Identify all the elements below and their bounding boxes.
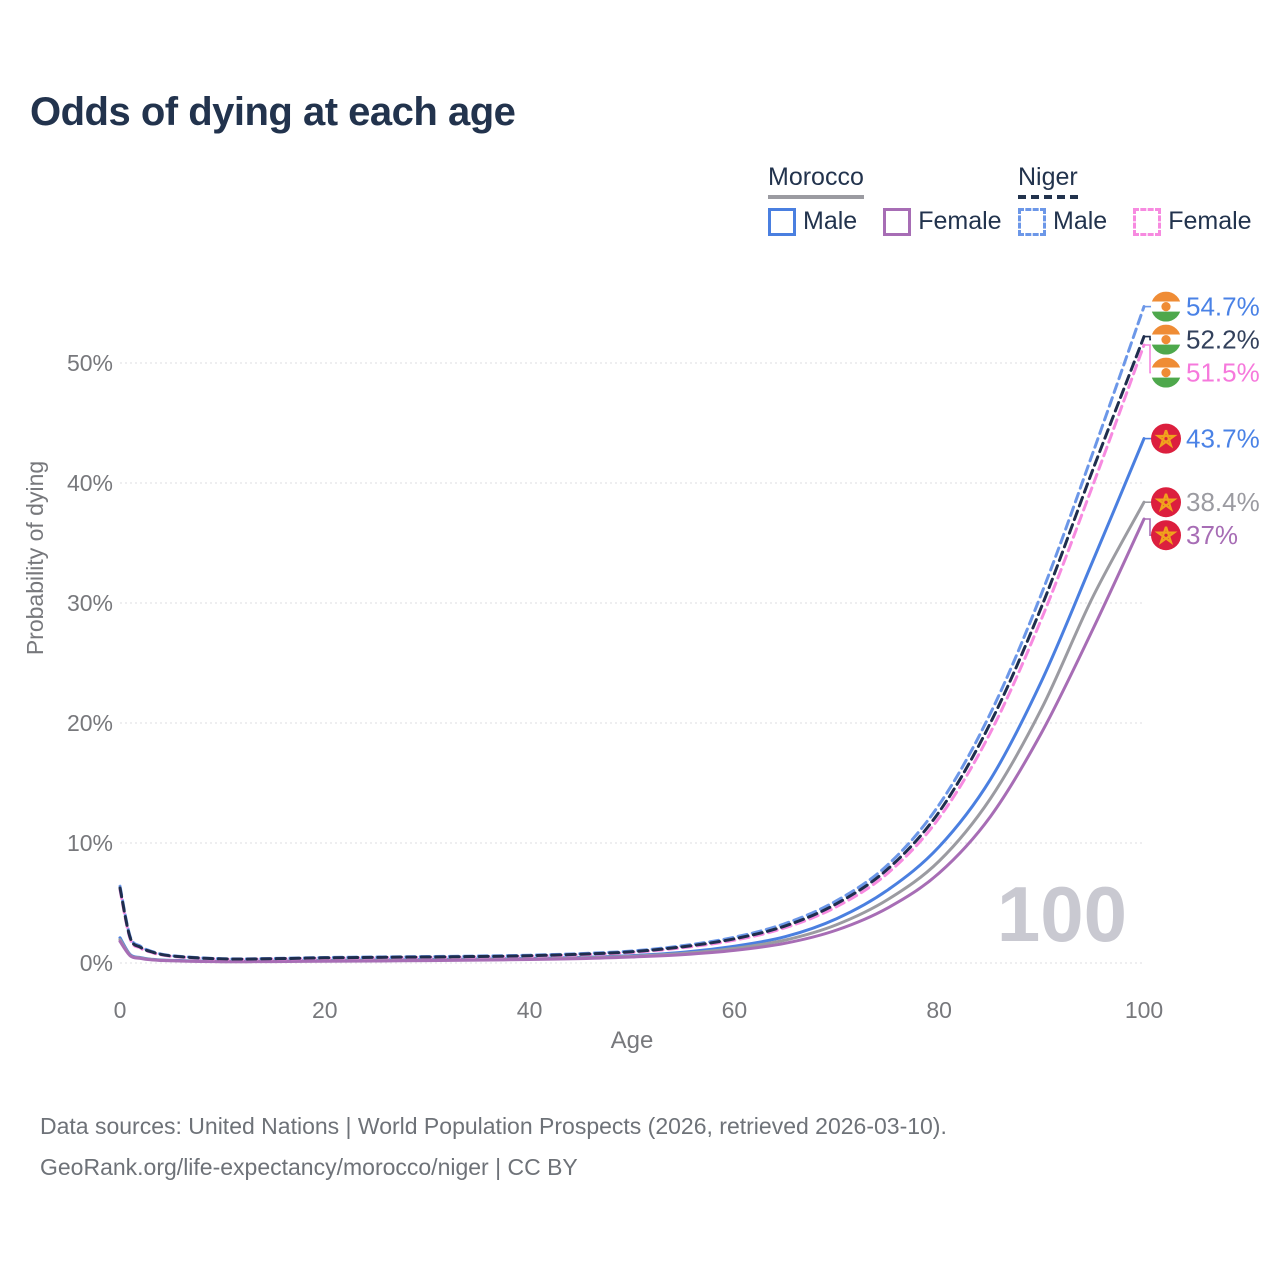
end-label-value-niger-male: 54.7% [1186,292,1260,322]
morocco-flag-icon [1151,423,1181,454]
legend-swatch-icon [768,207,796,236]
x-tick-label-0: 0 [114,997,127,1023]
page-title: Odds of dying at each age [30,90,516,134]
end-label-morocco-female: 37% [1151,520,1238,551]
y-tick-label-40: 40% [67,470,113,496]
legend-items-row: Male Female [1018,207,1252,236]
morocco-flag-icon [1151,487,1181,518]
y-tick-label-0: 0% [80,950,113,976]
end-label-morocco-both-sexes: 38.4% [1151,487,1260,518]
chart-legend: Morocco Male Female Niger Male Female [0,163,1280,243]
end-label-niger-male: 54.7% [1151,291,1260,322]
end-label-value-niger-both-sexes: 52.2% [1186,325,1260,355]
legend-group-morocco: Morocco Male Female [768,163,1002,236]
legend-group-niger: Niger Male Female [1018,163,1252,236]
source-note: Data sources: United Nations | World Pop… [40,1106,947,1188]
niger-flag-icon [1151,291,1181,322]
end-label-value-morocco-both-sexes: 38.4% [1186,487,1260,517]
y-axis-title: Probability of dying [22,461,48,655]
legend-item-label: Male [803,207,858,235]
legend-swatch-icon [883,207,912,236]
legend-item-niger-male[interactable]: Male [1018,207,1107,236]
x-axis-title: Age [611,1027,654,1054]
end-label-niger-both-sexes: 52.2% [1151,324,1260,355]
niger-flag-icon [1151,357,1181,388]
morocco-flag-icon [1151,520,1181,551]
legend-item-label: Male [1053,207,1108,235]
y-tick-label-20: 20% [67,710,113,736]
end-label-value-niger-female: 51.5% [1186,358,1260,388]
source-line-2: GeoRank.org/life-expectancy/morocco/nige… [40,1154,578,1180]
series-line-niger-male[interactable] [118,305,1146,961]
series-line-morocco-female[interactable] [118,517,1146,964]
legend-country-morocco[interactable]: Morocco [768,163,864,199]
niger-flag-icon [1151,324,1181,355]
series-line-morocco-male[interactable] [118,437,1146,963]
legend-country-niger[interactable]: Niger [1018,163,1078,199]
x-tick-label-60: 60 [722,997,748,1023]
legend-items-row: Male Female [768,207,1002,236]
x-tick-label-20: 20 [312,997,338,1023]
y-tick-label-50: 50% [67,350,113,376]
series-line-niger-both-sexes[interactable] [118,335,1146,961]
end-label-morocco-male: 43.7% [1151,423,1260,454]
age-counter-watermark: 100 [997,870,1127,958]
source-line-1: Data sources: United Nations | World Pop… [40,1113,947,1139]
legend-item-label: Female [918,207,1002,235]
legend-item-label: Female [1168,207,1252,235]
series-line-niger-female[interactable] [118,343,1146,961]
legend-item-niger-female[interactable]: Female [1133,207,1252,236]
x-tick-label-80: 80 [926,997,952,1023]
legend-swatch-icon [1018,207,1046,236]
end-label-value-morocco-male: 43.7% [1186,424,1260,454]
legend-item-morocco-male[interactable]: Male [768,207,857,236]
x-tick-label-100: 100 [1125,997,1163,1023]
y-tick-label-30: 30% [67,590,113,616]
end-label-niger-female: 51.5% [1151,357,1260,388]
legend-item-morocco-female[interactable]: Female [883,207,1002,236]
end-label-value-morocco-female: 37% [1186,520,1238,550]
x-tick-label-40: 40 [517,997,543,1023]
y-tick-label-10: 10% [67,830,113,856]
legend-swatch-icon [1133,207,1162,236]
